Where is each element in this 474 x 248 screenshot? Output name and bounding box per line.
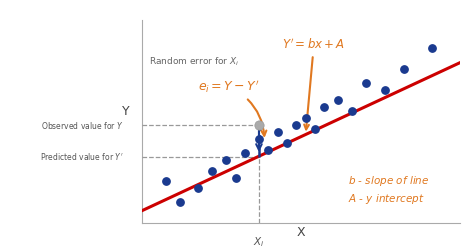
Point (241, 151, 249, 155)
Point (176, 200, 183, 204)
Text: $A$ - $y$ intercept: $A$ - $y$ intercept (348, 192, 424, 206)
Point (283, 141, 291, 145)
Point (232, 176, 239, 180)
Text: $b$ - slope of line: $b$ - slope of line (348, 174, 429, 188)
Point (400, 67, 408, 71)
Text: Random error for $X_i$: Random error for $X_i$ (149, 56, 240, 68)
Point (311, 126, 319, 130)
Point (255, 123, 263, 127)
Point (162, 179, 169, 183)
Point (194, 186, 202, 190)
Text: Observed value for $Y$: Observed value for $Y$ (41, 120, 123, 130)
Text: $X_i$: $X_i$ (253, 235, 265, 248)
Point (274, 130, 282, 134)
Point (264, 148, 272, 152)
Point (292, 123, 300, 127)
Point (348, 109, 356, 113)
Text: $e_i = Y - Y^{\prime}$: $e_i = Y - Y^{\prime}$ (198, 78, 266, 136)
Point (222, 158, 230, 162)
Point (428, 46, 436, 50)
Point (320, 105, 328, 109)
Point (302, 116, 310, 120)
Text: Predicted value for $Y^{\prime}$: Predicted value for $Y^{\prime}$ (40, 151, 123, 162)
Text: Y: Y (122, 105, 129, 118)
Point (363, 81, 370, 85)
Point (381, 88, 389, 92)
Point (255, 137, 263, 141)
X-axis label: X: X (297, 226, 305, 239)
Point (335, 98, 342, 102)
Point (209, 169, 216, 173)
Text: $Y^{\prime} = bx + A$: $Y^{\prime} = bx + A$ (283, 37, 346, 129)
